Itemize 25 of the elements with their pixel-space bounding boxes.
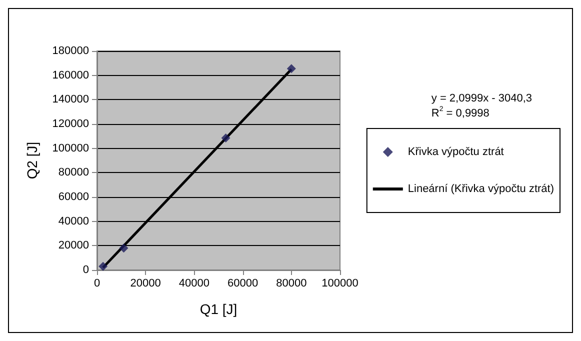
x-axis-title: Q1 [J] [200, 301, 238, 317]
y-tick-label: 180000 [52, 45, 89, 57]
text: y = 2,0999x - 3040,3 [431, 92, 532, 104]
y-axis-title: Q2 [J] [24, 142, 40, 180]
x-tick-label: 60000 [228, 278, 258, 290]
y-tick-label: 140000 [52, 94, 89, 106]
legend-label: Lineární (Křivka výpočtu ztrát) [408, 183, 554, 195]
y-tick-label: 80000 [58, 166, 89, 179]
legend-label: Křivka výpočtu ztrát [408, 146, 504, 158]
x-tick-label: 80000 [276, 278, 307, 290]
y-tick-label: 60000 [58, 191, 89, 203]
point [119, 244, 128, 253]
point [221, 133, 230, 142]
y-tick-label: 20000 [58, 240, 89, 252]
y-tick-label: 120000 [52, 118, 89, 130]
x-tick-label: 20000 [130, 278, 161, 290]
x-tick-label: 40000 [178, 278, 210, 290]
point [98, 262, 108, 271]
y-tick-label: 100000 [52, 142, 89, 154]
y-tick-label: 160000 [52, 69, 89, 82]
x-tick-label: 0 [94, 278, 100, 290]
point [286, 64, 296, 74]
y-tick-label: 0 [82, 264, 89, 276]
x-tick-label: 100000 [322, 278, 358, 290]
y-tick-label: 40000 [58, 215, 89, 228]
